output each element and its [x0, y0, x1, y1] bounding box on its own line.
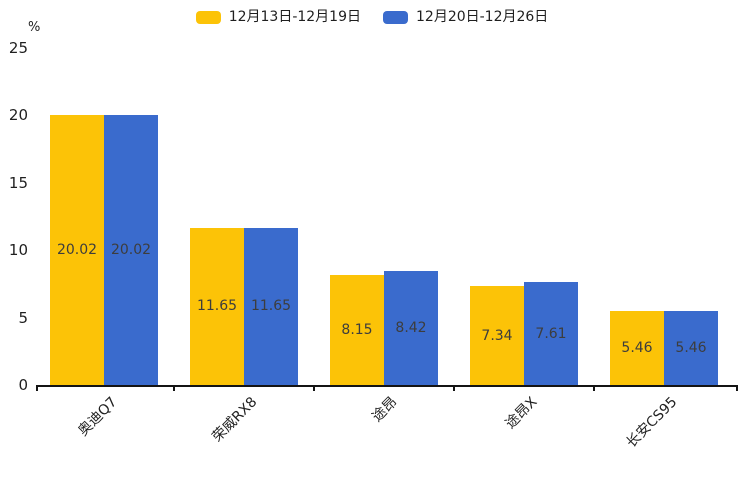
y-axis-unit-label: %: [28, 20, 41, 35]
legend-item[interactable]: 12月13日-12月19日: [195, 6, 361, 28]
x-axis-tick: [593, 385, 595, 391]
x-axis-tick: [173, 385, 175, 391]
x-axis-category-label: 长安CS95: [623, 394, 681, 452]
y-axis-tick-label: 25: [8, 39, 28, 57]
bar-value-label: 11.65: [196, 298, 238, 315]
legend-swatch-icon: [383, 10, 408, 24]
x-axis-tick: [313, 385, 315, 391]
bar[interactable]: 8.42: [384, 271, 438, 385]
x-axis-category-label: 途昂X: [502, 394, 541, 433]
bar[interactable]: 5.46: [664, 311, 718, 385]
legend-item[interactable]: 12月20日-12月26日: [383, 6, 548, 28]
x-axis-tick: [736, 385, 738, 391]
bar-value-label: 5.46: [675, 340, 707, 357]
x-axis-category-label: 荣威RX8: [209, 394, 261, 446]
bar-value-label: 8.42: [395, 320, 427, 337]
bar[interactable]: 11.65: [190, 227, 244, 385]
bar[interactable]: 5.46: [610, 311, 664, 385]
bar[interactable]: 7.34: [470, 286, 524, 385]
legend-label: 12月13日-12月19日: [228, 9, 361, 25]
bar[interactable]: 8.15: [330, 275, 384, 385]
y-axis-tick-label: 5: [18, 308, 28, 327]
bar-value-label: 7.34: [481, 327, 513, 344]
y-axis-tick-label: 15: [8, 173, 28, 192]
y-axis-tick-label: 0: [18, 376, 28, 394]
legend-label: 12月20日-12月26日: [416, 9, 549, 25]
y-axis-tick-label: 10: [8, 241, 28, 260]
bar-value-label: 8.15: [341, 322, 373, 339]
bar-value-label: 20.02: [110, 242, 152, 259]
bar-value-label: 7.61: [535, 325, 567, 342]
x-axis-line: [37, 385, 738, 387]
bar-value-label: 5.46: [621, 340, 653, 357]
legend: 12月13日-12月19日 12月20日-12月26日: [0, 6, 744, 28]
x-axis-tick: [36, 385, 38, 391]
bar[interactable]: 11.65: [244, 227, 298, 385]
bar-value-label: 11.65: [250, 298, 292, 315]
x-axis-tick: [453, 385, 455, 391]
bar-value-label: 20.02: [56, 242, 98, 259]
bar[interactable]: 20.02: [104, 115, 158, 385]
bar[interactable]: 7.61: [524, 282, 578, 385]
x-axis-category-label: 奥迪Q7: [75, 394, 121, 440]
x-axis-category-label: 途昂: [369, 394, 401, 426]
legend-swatch-icon: [195, 10, 221, 24]
bar[interactable]: 20.02: [50, 115, 104, 385]
y-axis-tick-label: 20: [8, 106, 28, 125]
